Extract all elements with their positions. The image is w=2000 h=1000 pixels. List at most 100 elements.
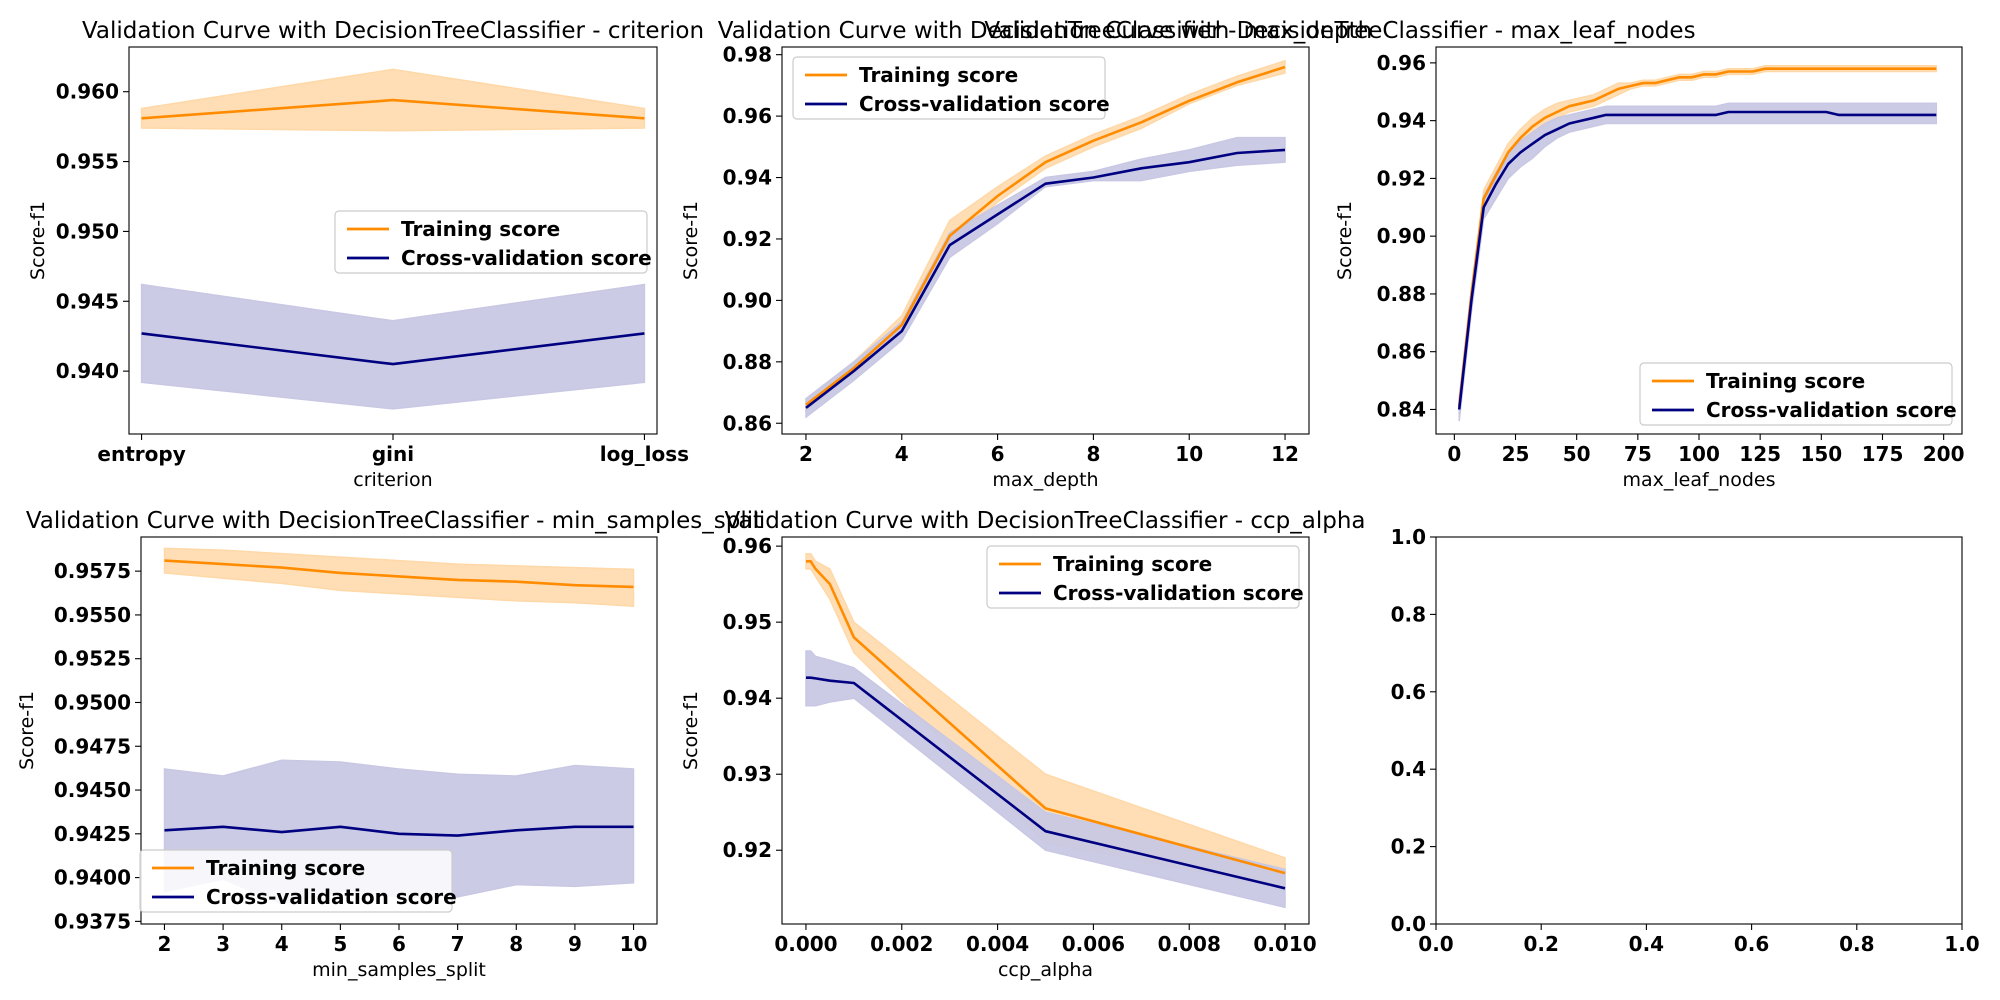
x-tick-label: 0.6 — [1734, 932, 1769, 956]
x-tick-label: 0.2 — [1523, 932, 1558, 956]
x-tick-label: 0 — [1447, 442, 1461, 466]
y-tick-label: 0.90 — [723, 288, 772, 312]
legend: Training score Cross-validation score — [792, 56, 1110, 120]
legend: Training score Cross-validation score — [986, 545, 1304, 609]
x-tick-label: 2 — [799, 442, 813, 466]
subplot-5: 0.92 0.93 0.94 0.95 0.96 0.000 0.002 0.004 0.006… — [680, 508, 1366, 981]
cross-validation-score-line — [1457, 110, 1937, 410]
legend-box — [792, 56, 1106, 120]
subplot-6: 0.0 0.2 0.4 0.6 0.8 1.0 0.0 0.2 0.4 0.6 0.8 1.0 — [1391, 525, 1980, 956]
legend-label-cross-validation: Cross-validation score — [206, 885, 457, 909]
y-tick-label: 0.960 — [56, 80, 119, 104]
legend: Training score Cross-validation score — [139, 849, 457, 913]
x-tick-label: 10 — [620, 932, 648, 956]
y-tick-label: 0.95 — [723, 610, 772, 634]
legend-label-training: Training score — [859, 63, 1018, 87]
cross-validation-score-band — [140, 283, 646, 410]
y-tick-label: 0.9475 — [54, 734, 131, 758]
x-tick-label: 2 — [157, 932, 171, 956]
legend-label-training: Training score — [206, 856, 365, 880]
y-axis-label: Score-f1 — [16, 691, 38, 770]
y-axis-label: Score-f1 — [1334, 201, 1356, 280]
legend: Training score Cross-validation score — [334, 210, 652, 274]
legend-label-cross-validation: Cross-validation score — [859, 92, 1110, 116]
legend-box — [139, 849, 453, 913]
y-tick-label: 0.94 — [723, 166, 772, 190]
y-tick-label: 0.93 — [723, 762, 772, 786]
x-tick-label: 175 — [1862, 442, 1904, 466]
y-tick-label: 0.4 — [1391, 757, 1426, 781]
subplot-title: Validation Curve with DecisionTreeClassi… — [724, 508, 1365, 534]
y-tick-label: 0.96 — [1377, 51, 1426, 75]
plot-area — [140, 68, 646, 410]
legend: Training score Cross-validation score — [1639, 362, 1957, 426]
x-tick-label: 25 — [1502, 442, 1530, 466]
x-tick-label: 5 — [333, 932, 347, 956]
subplot-4: 0.9375 0.9400 0.9425 0.9450 0.9475 0.9500 0.95… — [16, 508, 762, 981]
x-tick-label: 1.0 — [1944, 932, 1979, 956]
x-tick-label: 0.010 — [1253, 932, 1316, 956]
x-tick-label: 0.0 — [1418, 932, 1453, 956]
plot-area — [805, 552, 1286, 909]
cross-validation-score-line — [806, 676, 1286, 890]
x-tick-label: 4 — [275, 932, 289, 956]
y-tick-label: 0.92 — [1377, 166, 1426, 190]
cross-validation-score-band — [805, 136, 1286, 419]
y-tick-label: 0.84 — [1377, 397, 1426, 421]
x-tick-label: 150 — [1800, 442, 1842, 466]
x-tick-label: 0.004 — [966, 932, 1029, 956]
y-tick-label: 1.0 — [1391, 525, 1426, 549]
y-tick-label: 0.96 — [723, 534, 772, 558]
y-tick-label: 0.950 — [56, 219, 119, 243]
legend-box — [1639, 362, 1953, 426]
y-tick-label: 0.9575 — [54, 559, 131, 583]
legend-box — [986, 545, 1300, 609]
training-score-band — [1458, 65, 1938, 413]
y-tick-label: 0.8 — [1391, 602, 1426, 626]
subplot-title: Validation Curve with DecisionTreeClassi… — [984, 18, 1695, 44]
cross-validation-score-line — [164, 825, 634, 837]
y-tick-label: 0.86 — [723, 411, 772, 435]
x-tick-label: 6 — [392, 932, 406, 956]
y-tick-label: 0.92 — [723, 838, 772, 862]
training-score-line — [806, 559, 1286, 875]
x-tick-label: 12 — [1271, 442, 1299, 466]
x-tick-label: 200 — [1923, 442, 1965, 466]
y-tick-label: 0.98 — [723, 43, 772, 67]
y-tick-label: 0.945 — [56, 289, 119, 313]
y-tick-label: 0.96 — [723, 104, 772, 128]
x-tick-label: 6 — [991, 442, 1005, 466]
x-tick-label: 100 — [1678, 442, 1720, 466]
y-tick-label: 0.2 — [1391, 835, 1426, 859]
x-axis-label: criterion — [353, 469, 432, 491]
training-score-line — [1457, 67, 1937, 407]
legend-label-cross-validation: Cross-validation score — [1706, 398, 1957, 422]
legend-label-training: Training score — [1706, 369, 1865, 393]
axes-frame — [781, 46, 1310, 435]
plot-area — [1457, 65, 1938, 422]
y-tick-label: 0.940 — [56, 359, 119, 383]
y-tick-label: 0.9450 — [54, 778, 131, 802]
subplot-title: Validation Curve with DecisionTreeClassi… — [82, 18, 704, 44]
training-score-line — [141, 98, 645, 120]
x-axis-label: ccp_alpha — [998, 959, 1093, 981]
x-tick-label: log_loss — [600, 442, 689, 466]
legend-label-cross-validation: Cross-validation score — [1053, 581, 1304, 605]
training-score-line — [164, 559, 634, 589]
legend-label-cross-validation: Cross-validation score — [401, 246, 652, 270]
legend-box — [334, 210, 648, 274]
plot-area — [805, 59, 1286, 419]
y-tick-label: 0.9375 — [54, 909, 131, 933]
y-tick-label: 0.9425 — [54, 822, 131, 846]
y-axis-label: Score-f1 — [680, 201, 702, 280]
y-tick-label: 0.90 — [1377, 224, 1426, 248]
y-tick-label: 0.9500 — [54, 690, 131, 714]
y-axis-label: Score-f1 — [27, 201, 49, 280]
x-tick-label: 0.8 — [1839, 932, 1874, 956]
y-tick-label: 0.9400 — [54, 866, 131, 890]
y-tick-label: 0.86 — [1377, 340, 1426, 364]
x-tick-label: 10 — [1175, 442, 1203, 466]
cross-validation-score-line — [805, 148, 1286, 409]
axes-frame — [1435, 536, 1963, 925]
